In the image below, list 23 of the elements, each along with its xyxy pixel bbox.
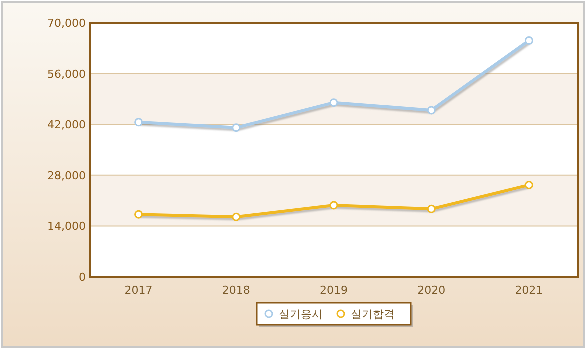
point — [134, 118, 144, 127]
point — [524, 180, 534, 190]
point — [232, 212, 241, 222]
y-tick-label: 70,000 — [48, 17, 86, 30]
x-tick-label: 2021 — [515, 284, 544, 297]
point — [134, 210, 144, 219]
x-tick-label: 2019 — [320, 284, 348, 297]
legend-label: 실기응시 — [279, 308, 323, 321]
x-tick-label: 2020 — [418, 284, 446, 297]
point — [232, 124, 241, 132]
y-tick-label: 56,000 — [48, 68, 86, 81]
x-tick-label: 2018 — [222, 284, 250, 297]
point — [330, 98, 338, 108]
y-tick-label: 28,000 — [48, 169, 86, 182]
point — [427, 106, 436, 115]
y-tick-label: 14,000 — [48, 220, 86, 234]
point — [524, 36, 534, 46]
y-tick-label: 0 — [79, 271, 86, 284]
point — [330, 201, 338, 210]
y-tick-label: 42,000 — [48, 118, 86, 132]
point — [427, 204, 436, 214]
legend-label: 실기합격 — [351, 308, 395, 321]
x-tick-label: 2017 — [124, 284, 153, 297]
